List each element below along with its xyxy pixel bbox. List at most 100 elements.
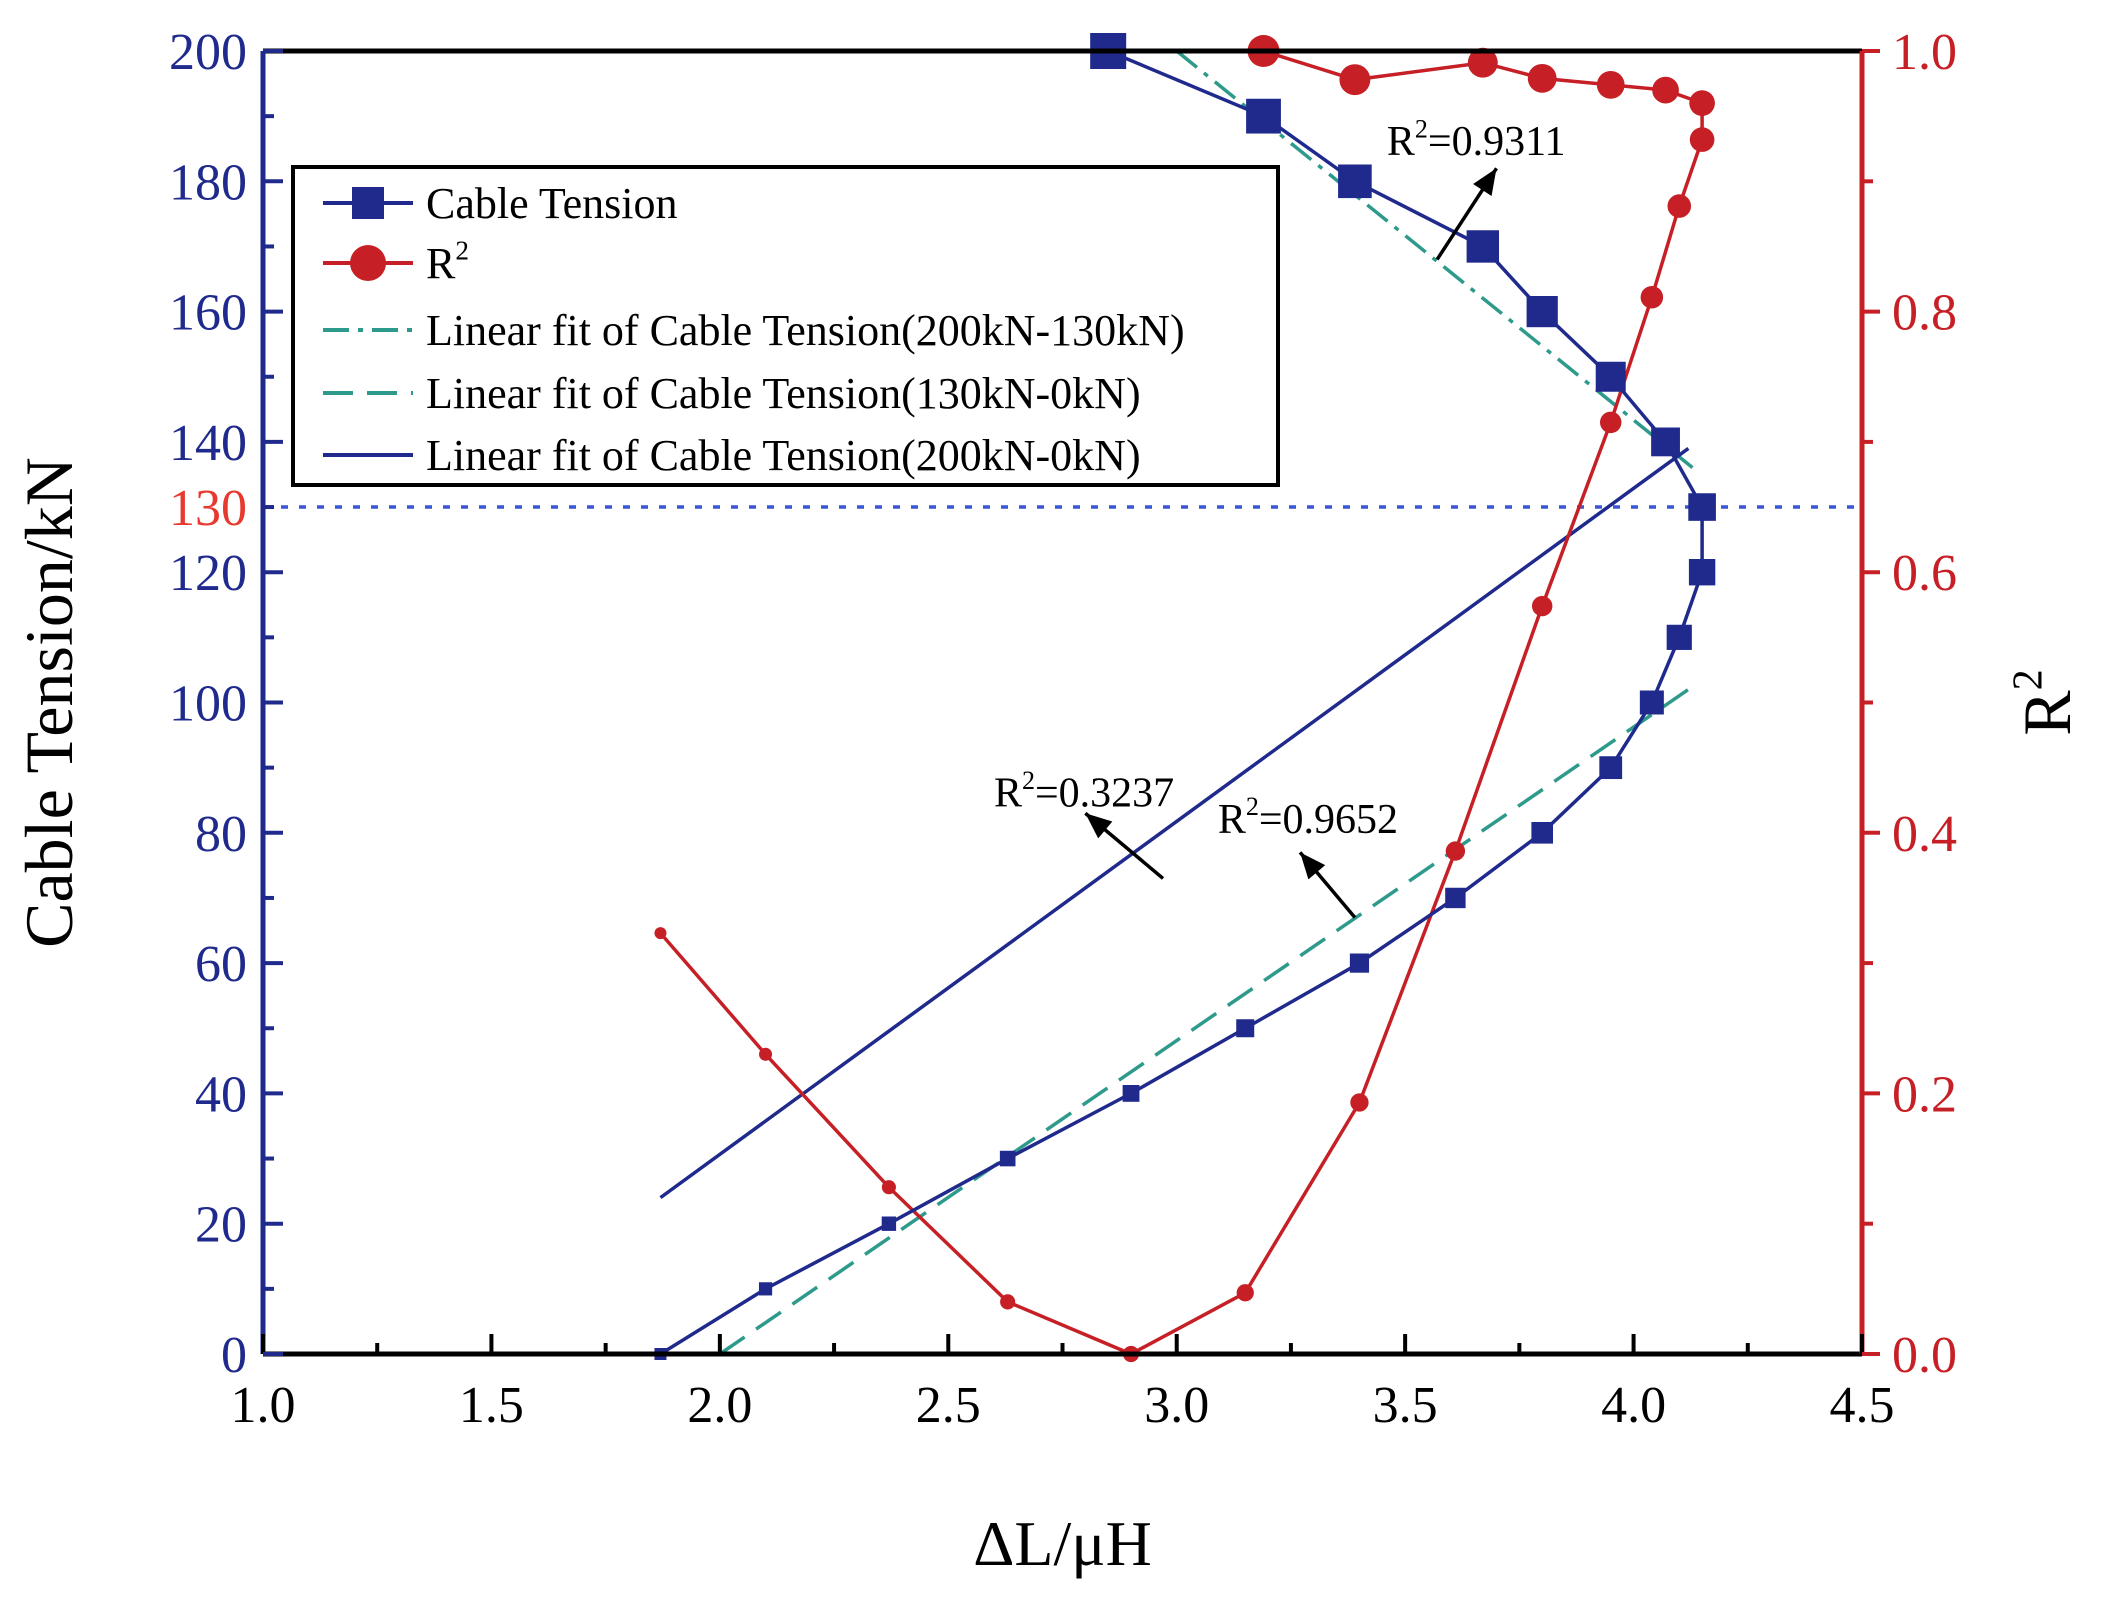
tension-point <box>1466 230 1500 263</box>
tension-point <box>1688 493 1716 521</box>
tension-point <box>1122 1085 1140 1102</box>
r2-point <box>1689 127 1715 152</box>
legend-box <box>291 165 1280 487</box>
tension-point <box>999 1150 1016 1167</box>
tension-point <box>1236 1019 1255 1038</box>
axes-group: 1.0 1.5 2.0 2.5 3.0 3.5 4.0 4.5 0 20 40 60 80 100 120 1… <box>11 24 2085 1579</box>
y2-tick-label: 0.8 <box>1892 285 1957 342</box>
y2-axis-title-base: R <box>2009 690 2085 736</box>
tension-point <box>1531 822 1553 844</box>
tension-point <box>1639 690 1664 715</box>
tension-point <box>881 1216 897 1231</box>
threshold-label: 130 <box>169 480 247 537</box>
y-tick-label: 140 <box>169 415 247 472</box>
r2-point <box>881 1180 896 1195</box>
fit-line-3 <box>659 447 1690 1200</box>
r2-point <box>1236 1284 1254 1302</box>
r2-point <box>1467 47 1498 78</box>
legend-label-r2-sup: 2 <box>455 236 469 266</box>
annotation-label-1-base: R <box>1387 119 1415 165</box>
y-tick-label: 20 <box>195 1197 247 1254</box>
r2-point <box>1667 194 1692 218</box>
annotation-arrow-3-head <box>1300 852 1326 880</box>
y2-axis-title: R2 <box>2004 669 2085 735</box>
legend-label-fit-2: Linear fit of Cable Tension(130kN-0kN) <box>426 369 1141 418</box>
y-axis-title: Cable Tension/kN <box>11 457 87 948</box>
legend-label-fit-3: Linear fit of Cable Tension(200kN-0kN) <box>426 431 1141 480</box>
x-axis-title: ΔL/μH <box>973 1508 1152 1579</box>
annotation-arrow-1-head <box>1473 168 1497 197</box>
x-tick-label: 2.5 <box>916 1377 981 1434</box>
x-tick-label: 4.0 <box>1601 1377 1666 1434</box>
x-tick-label: 1.5 <box>459 1377 524 1434</box>
series-group <box>654 33 1716 1363</box>
tension-point <box>1526 296 1558 328</box>
x-tick-label: 4.5 <box>1830 1377 1895 1434</box>
r2-point <box>1652 76 1679 104</box>
y-tick-label: 200 <box>169 24 247 81</box>
y2-tick-label: 0.6 <box>1892 545 1957 602</box>
legend: Cable Tension R2 Linear fit of Cable Tensi… <box>291 165 1280 487</box>
y2-tick-label: 1.0 <box>1892 24 1957 81</box>
legend-tension-marker <box>352 187 384 219</box>
legend-label-tension: Cable Tension <box>426 179 678 228</box>
annotation-label-3-base: R <box>1218 797 1246 843</box>
legend-r2-marker <box>350 245 386 281</box>
r2-point <box>1527 63 1557 93</box>
legend-label-fit-1: Linear fit of Cable Tension(200kN-130kN) <box>426 306 1185 355</box>
x-tick-label: 1.0 <box>231 1377 296 1434</box>
r2-point <box>1531 595 1553 617</box>
y2-axis-title-sup: 2 <box>2004 669 2051 690</box>
tension-point <box>1246 98 1281 134</box>
y2-tick-label: 0.0 <box>1892 1327 1957 1384</box>
y-tick-label: 160 <box>169 285 247 342</box>
y2-tick-label: 0.4 <box>1892 806 1957 863</box>
annotation-label-3-rest: =0.9652 <box>1259 797 1398 843</box>
legend-label-r2: R2 <box>426 236 469 288</box>
annotation-label-2: R2=0.3237 <box>994 766 1174 817</box>
r2-point <box>1350 1093 1369 1112</box>
annotation-label-2-sup: 2 <box>1022 766 1035 795</box>
tension-point <box>1445 887 1466 909</box>
tension-point <box>1666 624 1692 650</box>
r2-point <box>1596 70 1625 99</box>
legend-label-r2-base: R <box>426 239 456 288</box>
annotation-label-3: R2=0.9652 <box>1218 792 1398 843</box>
y-tick-label: 120 <box>169 545 247 602</box>
y-tick-label: 40 <box>195 1066 247 1123</box>
y-tick-label: 180 <box>169 154 247 211</box>
x-tick-label: 3.0 <box>1144 1377 1209 1434</box>
y2-tick-label: 0.2 <box>1892 1066 1957 1123</box>
fit-line-2 <box>718 688 1690 1356</box>
annotation-label-2-base: R <box>994 771 1022 817</box>
annotation-label-1: R2=0.9311 <box>1387 115 1566 166</box>
tension-point <box>1595 361 1626 392</box>
tension-point <box>1688 559 1716 586</box>
tension-point <box>1599 756 1623 780</box>
r2-point <box>1640 286 1664 309</box>
r2-point <box>1599 411 1622 434</box>
annotation-label-2-rest: =0.3237 <box>1035 771 1174 817</box>
y-tick-label: 60 <box>195 936 247 993</box>
annotation-label-1-sup: 2 <box>1415 115 1428 144</box>
y-tick-label: 80 <box>195 806 247 863</box>
annotation-label-1-rest: =0.9311 <box>1428 119 1566 165</box>
tension-point <box>1651 427 1680 457</box>
x-tick-label: 3.5 <box>1373 1377 1438 1434</box>
y-tick-label: 100 <box>169 676 247 733</box>
r2-point <box>1000 1294 1016 1310</box>
r2-point <box>1339 64 1371 96</box>
r2-point <box>759 1047 773 1061</box>
r2-point <box>1689 90 1715 116</box>
annotation-arrow-2-head <box>1085 813 1113 839</box>
y-tick-label: 0 <box>221 1327 247 1384</box>
tension-point <box>758 1282 773 1296</box>
r2-point <box>654 927 667 940</box>
x-tick-label: 2.0 <box>687 1377 752 1434</box>
tension-point <box>1338 164 1372 199</box>
r2-point <box>1445 841 1466 861</box>
annotation-label-3-sup: 2 <box>1246 792 1259 821</box>
tension-point <box>1349 953 1370 973</box>
